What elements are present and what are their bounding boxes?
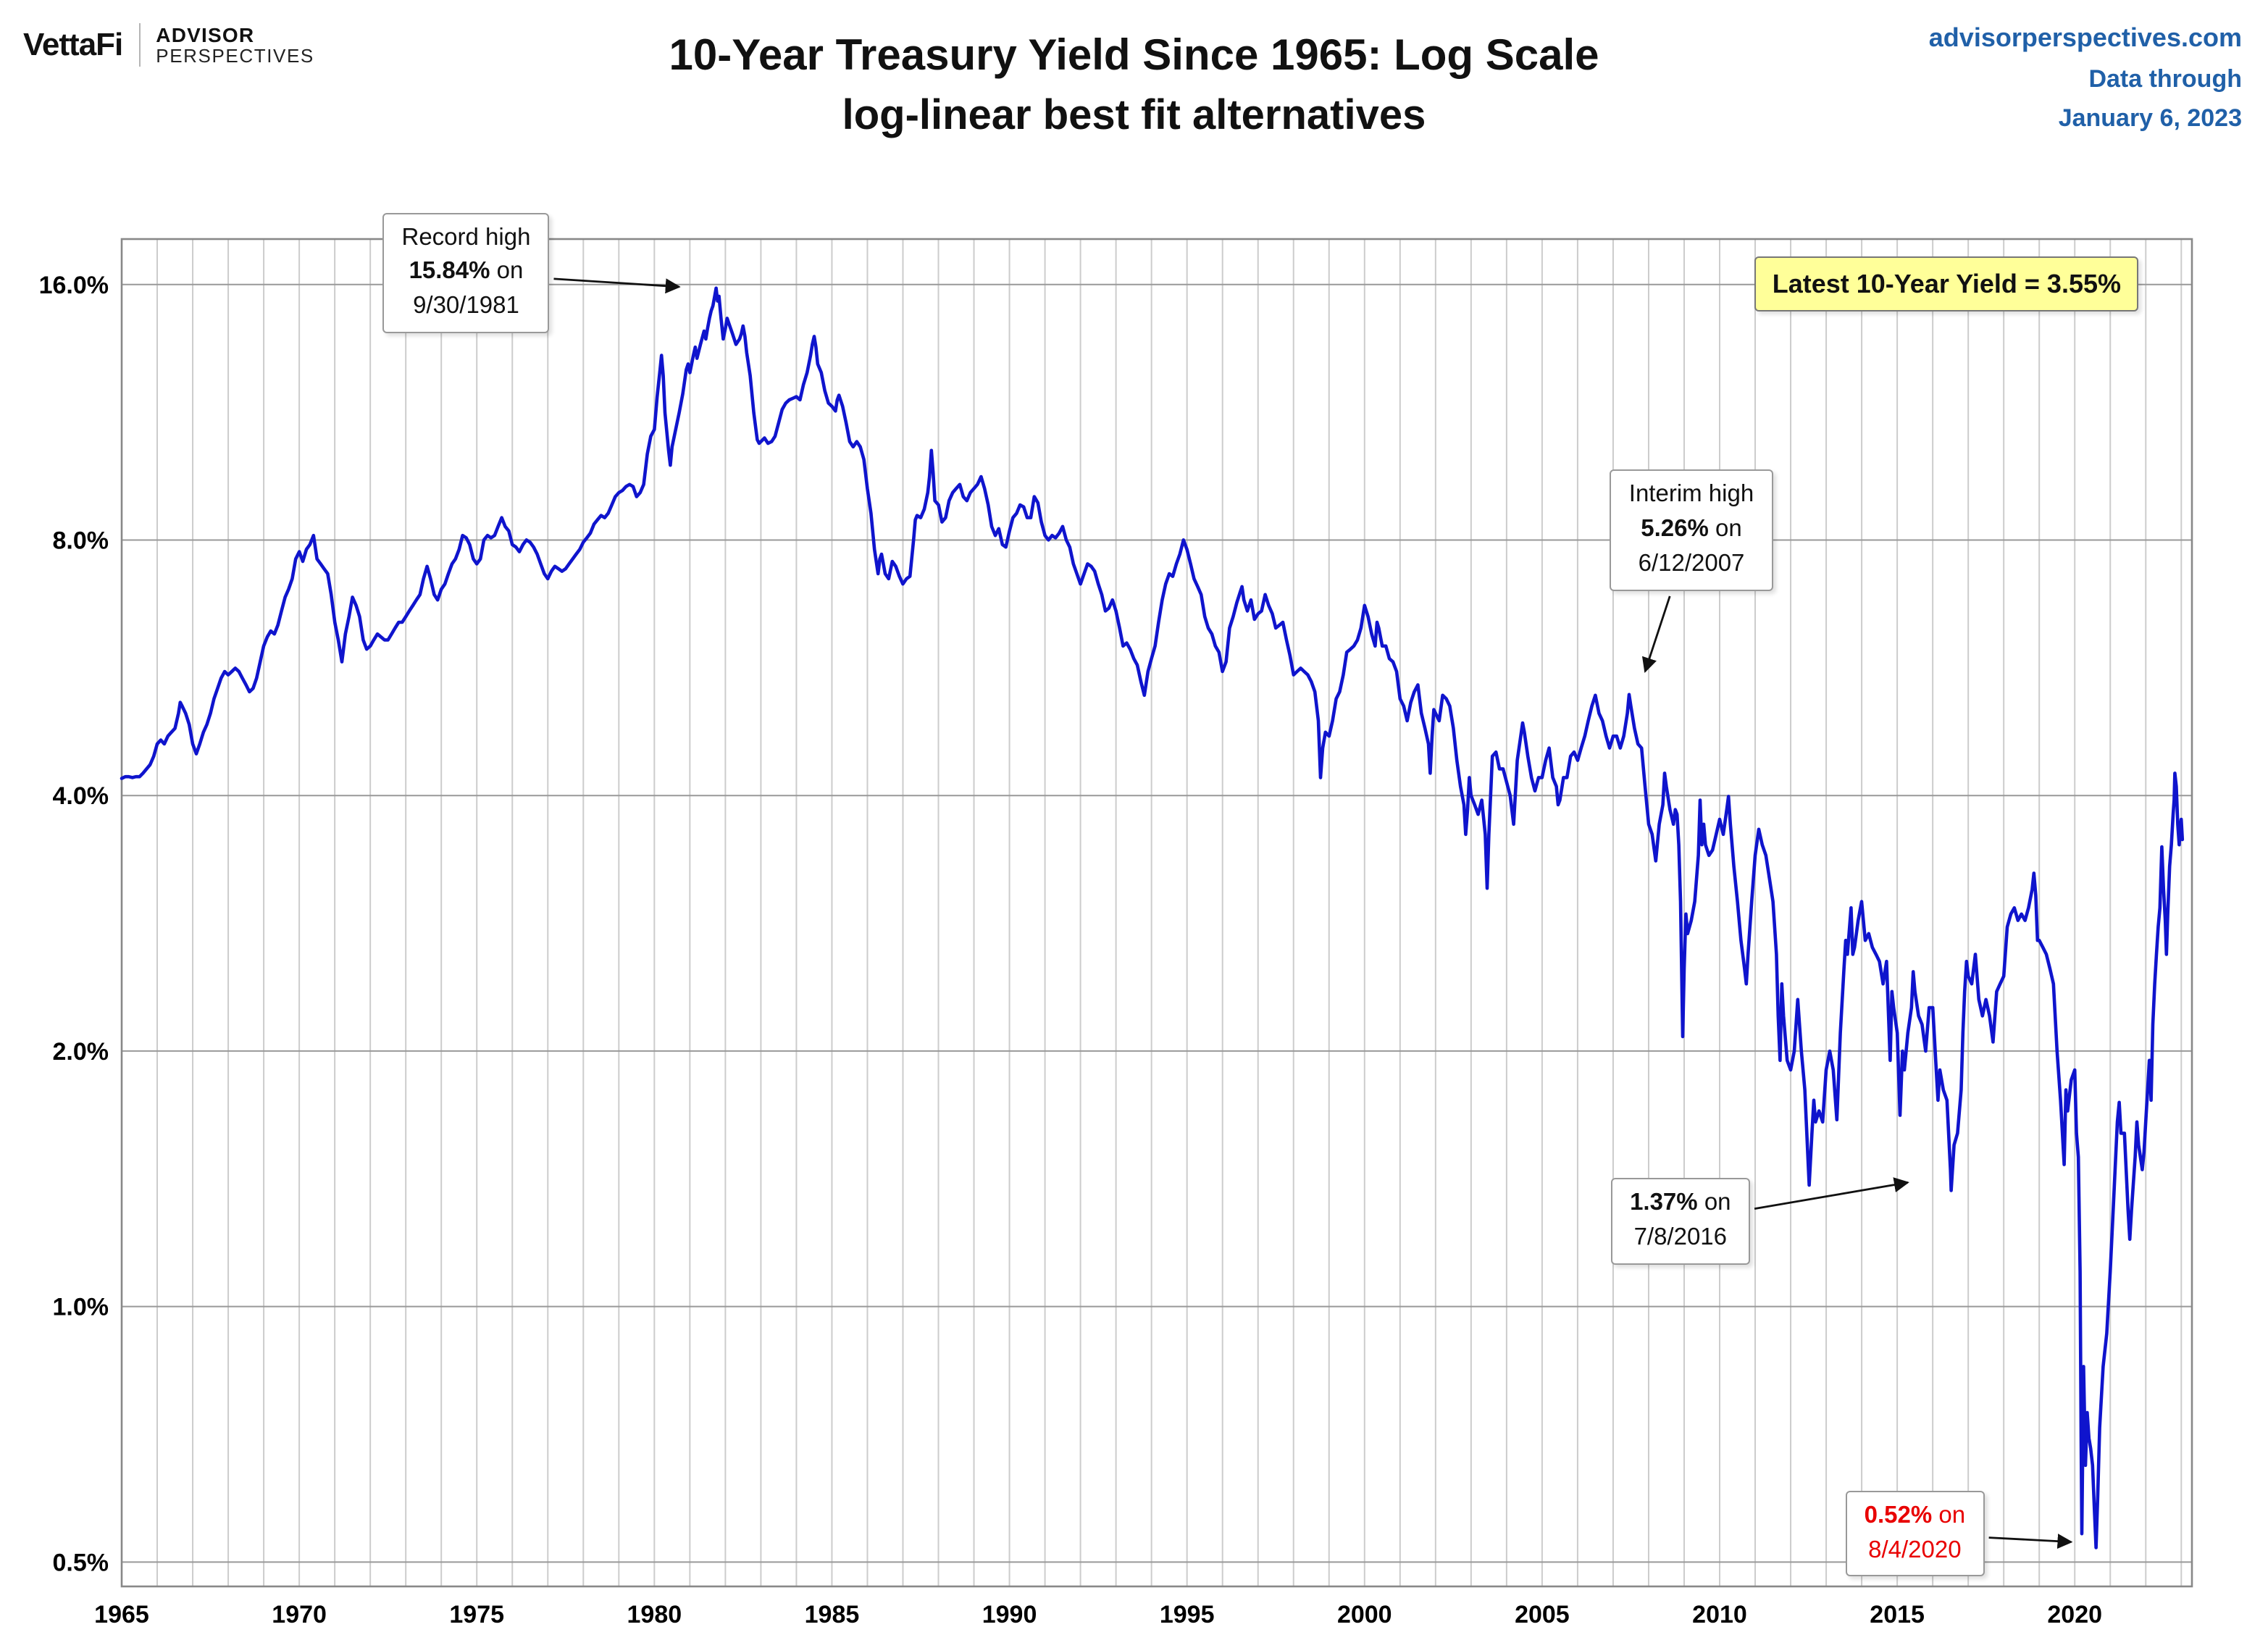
x-tick-label: 1980	[627, 1601, 682, 1628]
y-tick-label: 4.0%	[53, 782, 109, 810]
x-tick-label: 2015	[1870, 1601, 1925, 1628]
vettafi-wordmark: VettaFi	[23, 26, 123, 62]
annotation-line: 8/4/2020	[1868, 1536, 1962, 1563]
annotation-line: 0.52% on	[1864, 1502, 1966, 1528]
yield-series-line	[120, 286, 2185, 1549]
annotation-arrow	[553, 277, 681, 294]
chart-subtitle: log-linear best fit alternatives	[842, 93, 1426, 139]
y-tick-label: 1.0%	[53, 1294, 109, 1321]
annotation-record-high: Record high 15.84% on 9/30/1981	[382, 212, 550, 334]
x-tick-label: 2000	[1337, 1601, 1392, 1628]
source-attribution: advisorperspectives.com Data through Jan…	[1929, 17, 2242, 138]
chart-titles: 10-Year Treasury Yield Since 1965: Log S…	[0, 32, 2268, 141]
x-tick-label: 2020	[2047, 1601, 2102, 1628]
annotation-arrow	[1641, 595, 1671, 673]
annotation-line: 6/12/2007	[1638, 551, 1745, 577]
plot-border	[120, 238, 2193, 1588]
perspectives-word: PERSPECTIVES	[156, 44, 314, 67]
x-tick-label: 1975	[449, 1601, 504, 1628]
y-tick-label: 16.0%	[39, 272, 109, 299]
annotation-line: 9/30/1981	[413, 293, 519, 319]
annotation-low-2020: 0.52% on 8/4/2020	[1845, 1490, 1985, 1577]
annotation-line: 15.84% on	[409, 258, 524, 285]
annotation-line: Interim high	[1628, 481, 1754, 508]
x-tick-label: 1990	[982, 1601, 1037, 1628]
advisor-perspectives-wordmark: ADVISOR PERSPECTIVES	[156, 22, 314, 67]
advisor-word: ADVISOR	[156, 22, 255, 46]
x-tick-label: 2005	[1515, 1601, 1570, 1628]
annotation-line: 5.26% on	[1641, 516, 1742, 543]
annotation-line: Record high	[401, 224, 531, 251]
data-through-label: Data through	[2088, 64, 2242, 93]
data-through-date: January 6, 2023	[2058, 104, 2242, 132]
annotation-interim-high: Interim high 5.26% on 6/12/2007	[1610, 469, 1773, 592]
y-tick-label: 0.5%	[53, 1549, 109, 1576]
latest-yield-callout: Latest 10-Year Yield = 3.55%	[1754, 256, 2139, 312]
y-tick-label: 8.0%	[53, 527, 109, 554]
chart-title: 10-Year Treasury Yield Since 1965: Log S…	[669, 32, 1599, 80]
annotation-line: 1.37% on	[1630, 1189, 1731, 1216]
vettafi-logo: VettaFi ADVISOR PERSPECTIVES	[23, 23, 314, 67]
x-tick-label: 1985	[805, 1601, 860, 1628]
annotation-line: 7/8/2016	[1633, 1224, 1728, 1250]
y-tick-label: 2.0%	[53, 1038, 109, 1066]
logo-divider	[138, 23, 141, 67]
x-tick-label: 1995	[1160, 1601, 1215, 1628]
annotation-low-2016: 1.37% on 7/8/2016	[1611, 1178, 1750, 1265]
annotation-arrow	[1754, 1177, 1909, 1210]
annotation-arrow	[1988, 1534, 2073, 1549]
x-tick-label: 2010	[1692, 1601, 1747, 1628]
x-tick-label: 1970	[272, 1601, 327, 1628]
source-site: advisorperspectives.com	[1928, 23, 2242, 52]
x-tick-label: 1965	[94, 1601, 149, 1628]
